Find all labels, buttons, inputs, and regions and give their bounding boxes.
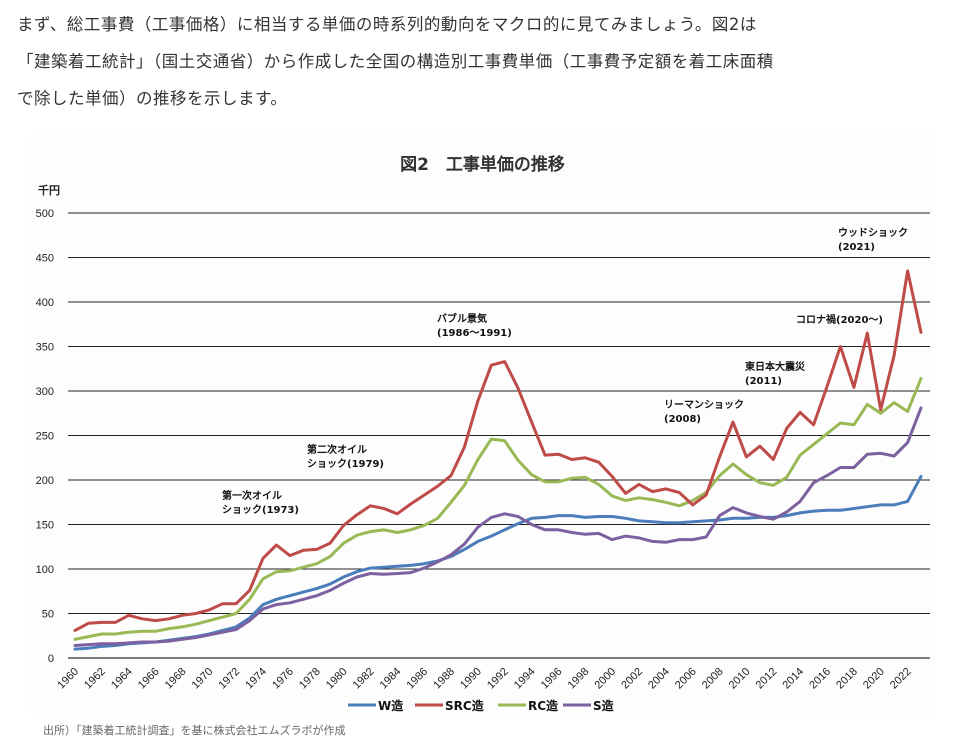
x-tick-label: 1972 — [216, 666, 242, 692]
x-tick-label: 2008 — [700, 666, 726, 692]
series-line-1 — [73, 269, 923, 632]
x-tick-label: 1990 — [458, 666, 484, 692]
intro-paragraph: まず、総工事費（工事価格）に相当する単価の時系列的動向をマクロ的に見てみましょう… — [17, 6, 952, 117]
source-note: 出所）「建築着工統計調査」を基に株式会社エムズラボが作成 — [43, 724, 346, 737]
x-tick-labels: 1960 1962 1964 1966 1968 1970 1972 1974 1976 1978… — [55, 666, 913, 692]
x-tick-label: 1964 — [109, 666, 135, 692]
x-tick-label: 2002 — [619, 666, 645, 692]
x-tick-label: 1992 — [485, 666, 511, 692]
x-tick-label: 1968 — [163, 666, 189, 692]
x-tick-label: 1988 — [431, 666, 457, 692]
x-tick-label: 1986 — [404, 666, 430, 692]
annotation-oil2: 第二次オイル — [307, 443, 367, 456]
x-tick-label: 1976 — [270, 666, 296, 692]
intro-line: で除した単価）の推移を示します。 — [17, 89, 288, 108]
x-tick-label: 2016 — [807, 666, 833, 692]
annotation-oil1: ショック(1973) — [222, 504, 299, 516]
y-tick-label: 50 — [42, 609, 54, 621]
legend-label: W造 — [378, 698, 404, 713]
chart-background — [30, 135, 935, 715]
y-axis-unit-label: 千円 — [38, 183, 60, 197]
annotation-wood: (2021) — [838, 242, 875, 253]
x-tick-label: 2012 — [754, 666, 780, 692]
legend-label: RC造 — [528, 698, 559, 713]
series-line-3 — [73, 406, 923, 647]
x-tick-label: 2006 — [673, 666, 699, 692]
x-tick-label: 1996 — [539, 666, 565, 692]
annotation-oil1: 第一次オイル — [222, 489, 282, 502]
x-tick-label: 1980 — [324, 666, 350, 692]
series-lines — [73, 269, 923, 651]
y-tick-label: 450 — [36, 253, 54, 265]
y-tick-label: 0 — [48, 653, 54, 665]
x-tick-label: 1984 — [378, 666, 404, 692]
annotation-quake: (2011) — [745, 376, 782, 387]
y-tick-label: 300 — [36, 386, 54, 398]
x-tick-label: 1960 — [55, 666, 81, 692]
annotation-quake: 東日本大震災 — [745, 360, 806, 373]
chart-title: 図2 工事単価の推移 — [400, 155, 565, 175]
x-tick-label: 1998 — [566, 666, 592, 692]
series-line-2 — [73, 377, 923, 641]
y-tick-label: 400 — [36, 297, 54, 309]
y-tick-label: 500 — [36, 208, 54, 220]
annotation-bubble: バブル景気 — [437, 312, 487, 325]
y-tick-label: 250 — [36, 431, 54, 443]
x-tick-label: 1970 — [190, 666, 216, 692]
x-tick-label: 1994 — [512, 666, 538, 692]
y-tick-labels: 0 50 100 150 200 250 300 350 400 450 500 — [36, 208, 54, 665]
x-tick-label: 2000 — [592, 666, 618, 692]
legend-label: S造 — [593, 698, 615, 713]
x-tick-label: 1962 — [82, 666, 108, 692]
x-tick-label: 1978 — [297, 666, 323, 692]
x-tick-label: 2014 — [780, 666, 806, 692]
x-tick-label: 2022 — [888, 666, 914, 692]
x-tick-label: 2004 — [646, 666, 672, 692]
gridlines — [68, 212, 930, 659]
annotation-lehman: リーマンショック — [664, 399, 744, 411]
annotation-corona: コロナ禍(2020～) — [796, 313, 883, 326]
x-tick-label: 1974 — [243, 666, 269, 692]
x-tick-label: 1982 — [351, 666, 377, 692]
intro-line: まず、総工事費（工事価格）に相当する単価の時系列的動向をマクロ的に見てみましょう… — [17, 15, 757, 34]
annotation-wood: ウッドショック — [838, 227, 908, 239]
annotation-lehman: (2008) — [664, 414, 701, 425]
annotation-oil2: ショック(1979) — [307, 458, 384, 470]
y-tick-label: 200 — [36, 475, 54, 487]
legend: W造 SRC造 RC造 S造 — [348, 698, 615, 713]
annotation-bubble: (1986～1991) — [437, 328, 512, 339]
intro-line: 「建築着工統計」（国土交通省）から作成した全国の構造別工事費単価（工事費予定額を… — [17, 52, 774, 71]
y-tick-label: 150 — [36, 520, 54, 532]
x-tick-label: 2010 — [727, 666, 753, 692]
x-tick-label: 2020 — [861, 666, 887, 692]
x-tick-label: 2018 — [834, 666, 860, 692]
x-tick-label: 1966 — [136, 666, 162, 692]
y-tick-label: 100 — [36, 564, 54, 576]
y-tick-label: 350 — [36, 342, 54, 354]
legend-label: SRC造 — [445, 698, 485, 713]
